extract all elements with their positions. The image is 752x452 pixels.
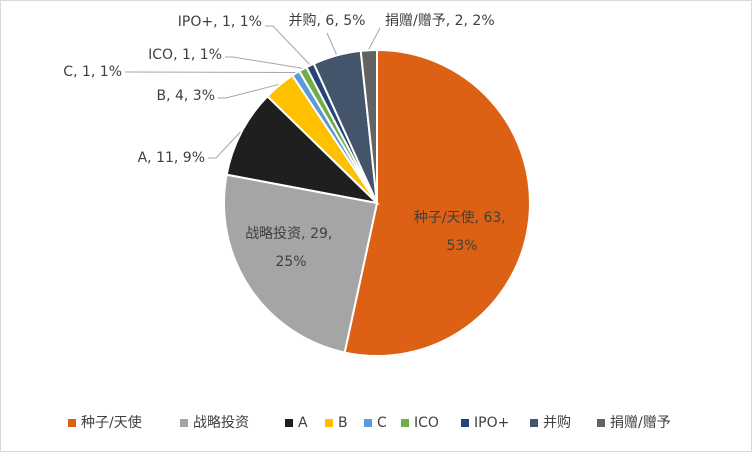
legend-swatch <box>597 419 605 427</box>
pie-slice <box>343 48 531 357</box>
legend-swatch <box>285 419 293 427</box>
legend-label: B <box>338 415 348 431</box>
leader-line <box>368 27 381 50</box>
legend-swatch <box>364 419 372 427</box>
legend-swatch <box>180 419 188 427</box>
legend-swatch <box>530 419 538 427</box>
legend-swatch <box>68 419 76 427</box>
legend-label: C <box>377 415 387 431</box>
data-label: 战略投资, 29, 25% <box>245 226 337 270</box>
data-label: ICO, 1, 1% <box>148 47 222 63</box>
leader-line <box>326 32 337 55</box>
legend-label: IPO+ <box>474 415 509 431</box>
legend-swatch <box>401 419 409 427</box>
legend-label: 并购 <box>543 415 571 431</box>
leader-line <box>218 83 279 99</box>
legend-label: ICO <box>414 415 439 431</box>
data-label: IPO+, 1, 1% <box>178 14 262 30</box>
legend-label: 捐赠/赠予 <box>610 415 671 431</box>
data-label: 捐赠/赠予, 2, 2% <box>385 13 495 29</box>
legend-swatch <box>461 419 469 427</box>
data-label: 并购, 6, 5% <box>289 13 366 29</box>
data-label: A, 11, 9% <box>138 150 205 166</box>
leader-line <box>225 56 303 69</box>
legend-swatch <box>325 419 333 427</box>
pie-slice <box>359 48 378 204</box>
pie-slice <box>223 173 379 354</box>
legend-label: 种子/天使 <box>81 414 142 431</box>
pie-slice <box>225 94 381 205</box>
leader-line <box>265 25 311 65</box>
data-label: C, 1, 1% <box>63 64 122 80</box>
data-label: B, 4, 3% <box>156 88 215 104</box>
legend-label: A <box>298 415 308 431</box>
legend-label: 战略投资 <box>193 415 249 431</box>
leader-line <box>208 131 241 159</box>
data-label: 种子/天使, 63, 53% <box>414 209 510 254</box>
